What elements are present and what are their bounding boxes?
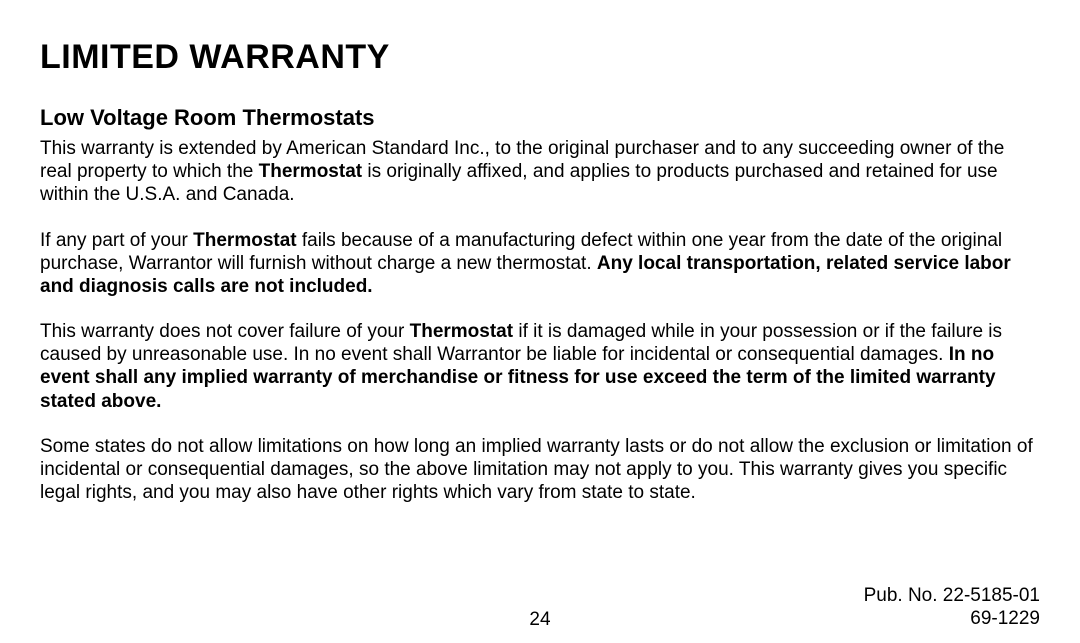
text-run: This warranty does not cover failure of … (40, 321, 410, 342)
bold-run: Thermostat (193, 230, 296, 251)
bold-run: Thermostat (259, 161, 362, 182)
section-subtitle: Low Voltage Room Thermostats (40, 105, 1040, 131)
paragraph-1: This warranty is extended by American St… (40, 137, 1040, 207)
paragraph-4: Some states do not allow limitations on … (40, 435, 1040, 505)
paragraph-3: This warranty does not cover failure of … (40, 320, 1040, 413)
document-number: 69-1229 (864, 608, 1040, 631)
page-number: 24 (529, 609, 550, 631)
footer-right-block: Pub. No. 22-5185-01 69-1229 (864, 585, 1040, 631)
document-page: LIMITED WARRANTY Low Voltage Room Thermo… (0, 0, 1080, 643)
paragraph-2: If any part of your Thermostat fails bec… (40, 229, 1040, 299)
text-run: Some states do not allow limitations on … (40, 436, 1033, 503)
page-title: LIMITED WARRANTY (40, 38, 1040, 77)
publication-number: Pub. No. 22-5185-01 (864, 585, 1040, 608)
bold-run: Thermostat (410, 321, 513, 342)
text-run: If any part of your (40, 230, 193, 251)
